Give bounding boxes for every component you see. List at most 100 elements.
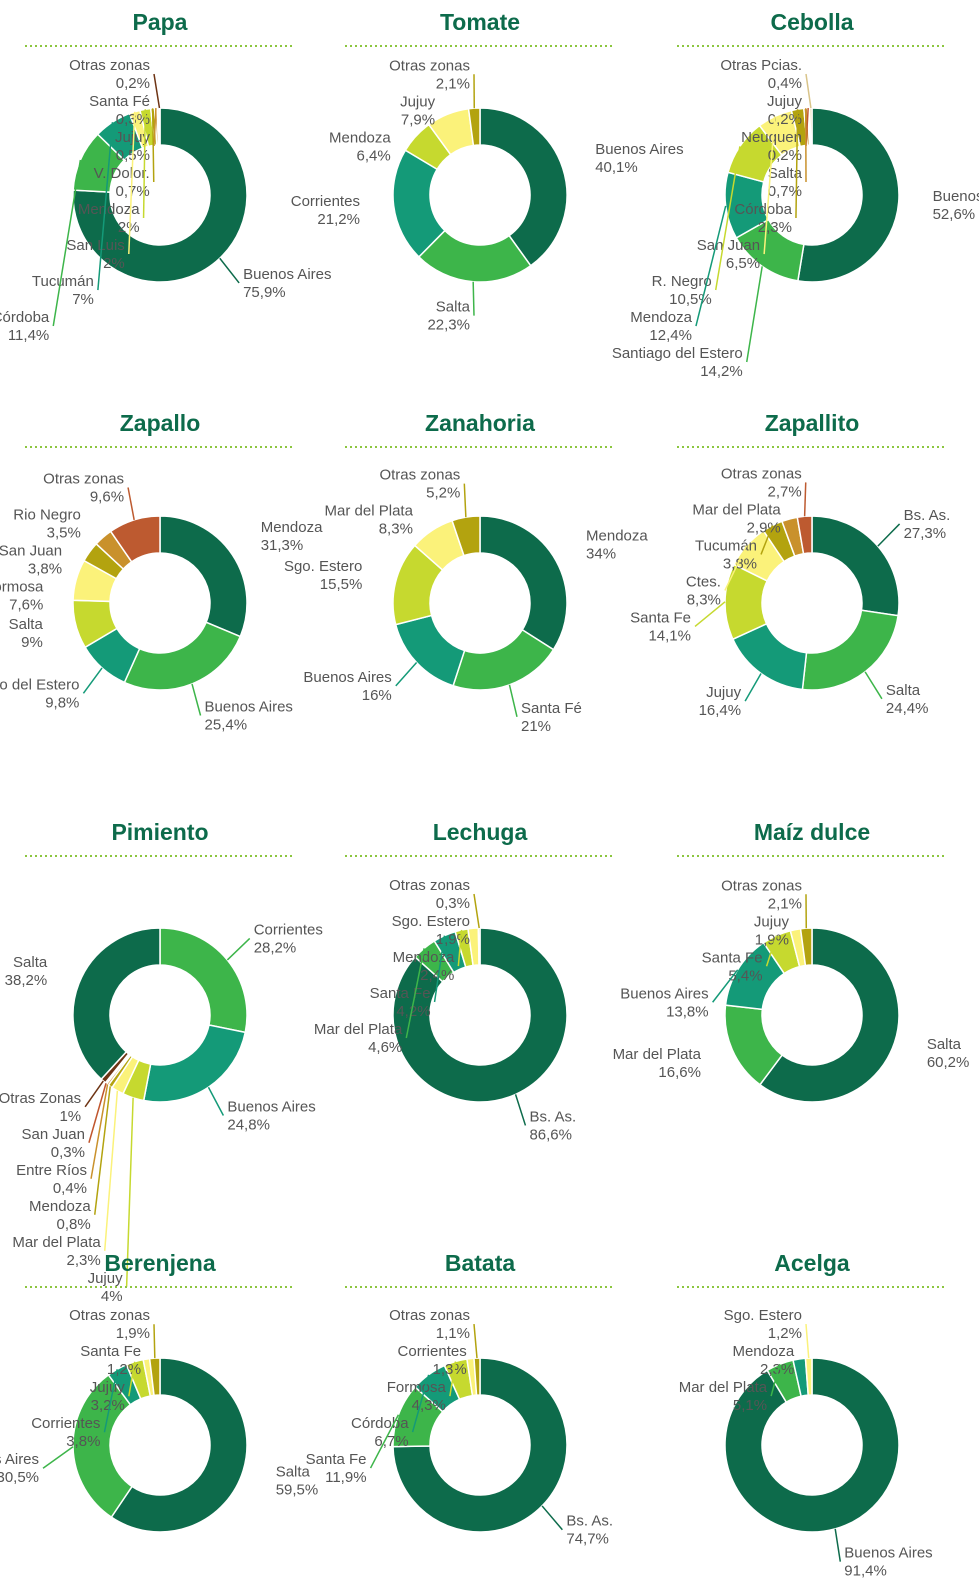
slice-label: Salta 9% [9, 616, 44, 651]
slice [159, 515, 248, 638]
leader-line [90, 1084, 109, 1179]
value-label: 74,7% [566, 1531, 609, 1548]
category-label: Mar del Plata [679, 1379, 768, 1396]
slice [796, 107, 900, 283]
category-label: Córdoba [0, 309, 50, 326]
category-label: Buenos Aires [844, 1545, 932, 1562]
category-label: Salta [13, 954, 48, 971]
leader-line [541, 1505, 563, 1531]
category-label: Mendoza [29, 1198, 91, 1215]
slice-label: Ctes. 8,3% [686, 573, 721, 608]
category-label: Santiago del Estero [612, 345, 743, 362]
leader-line [153, 73, 161, 109]
value-label: 0,7% [768, 183, 802, 200]
slice-label: Neuquen 0,2% [741, 129, 802, 164]
value-label: 8,3% [379, 521, 413, 538]
category-label: Mar del Plata [325, 503, 414, 520]
value-label: 22,3% [427, 317, 470, 334]
value-label: 0,2% [116, 75, 150, 92]
leader-line [508, 684, 518, 718]
slice-label: Bs. As. 74,7% [566, 1513, 613, 1548]
category-label: Formosa [0, 578, 44, 595]
value-label: 0,7% [116, 183, 150, 200]
category-label: Buenos Aires [205, 699, 293, 716]
slice-label: Córdoba11,4% [0, 309, 50, 344]
slice-label: Jujuy 4% [88, 1270, 124, 1305]
slice-label: Otras zonas 2,1% [389, 57, 470, 92]
category-label: Formosa [387, 1379, 447, 1396]
slice-label: Mar del Plata 8,3% [325, 503, 414, 538]
slice [796, 515, 813, 555]
category-label: Córdoba [351, 1415, 409, 1432]
leader-line [88, 1083, 107, 1143]
leader-line [765, 935, 778, 967]
slice [72, 107, 248, 283]
leader-line [714, 146, 741, 291]
value-label: 6,4% [357, 147, 391, 164]
value-label: 11,4% [8, 327, 49, 344]
value-label: 2,3% [760, 1361, 794, 1378]
slice [804, 1357, 813, 1396]
value-label: 25,4% [205, 717, 248, 734]
category-label: Otras zonas [69, 1307, 150, 1324]
slice [148, 1357, 161, 1397]
value-label: 2,7% [768, 483, 802, 500]
slice-label: Buenos Aires 16% [303, 669, 391, 704]
leader-line [128, 111, 136, 255]
category-label: Jujuy [400, 93, 436, 110]
leader-line [191, 683, 202, 716]
slice-label: Buenos Aires 24,8% [227, 1099, 315, 1134]
value-label: 0,4% [768, 75, 802, 92]
chart-title: Tomate [440, 9, 520, 35]
leader-line [153, 108, 157, 147]
slice-label: Salta 38,2% [5, 954, 48, 989]
category-label: Corrientes [398, 1343, 467, 1360]
leader-line [463, 483, 467, 518]
leader-line [103, 1369, 118, 1433]
category-label: Mendoza [586, 528, 648, 545]
slice [724, 1357, 900, 1533]
slice-label: Buenos Aires 40,1% [595, 141, 683, 176]
leader-line [805, 1324, 810, 1359]
slice-label: Otras zonas 0,2% [69, 57, 150, 92]
chart-title: Acelga [774, 1250, 850, 1276]
value-label: 2,9% [747, 519, 781, 536]
category-label: Salta [886, 682, 921, 699]
value-label: 5,1% [733, 1397, 767, 1414]
category-label: Mendoza [78, 201, 140, 218]
slice-label: Otras zonas 2,1% [721, 877, 802, 912]
category-label: Otras zonas [389, 877, 470, 894]
leader-line [712, 969, 739, 1003]
slice [392, 1357, 568, 1533]
slice-label: Salta 59,5% [276, 1463, 319, 1498]
slice-label: Mendoza 31,3% [261, 519, 323, 554]
value-label: 6,7% [374, 1433, 408, 1450]
value-label: 3,8% [66, 1433, 100, 1450]
category-label: San Juan [22, 1126, 85, 1143]
value-label: 1,2% [107, 1361, 141, 1378]
slice-label: Otras zonas 1,9% [69, 1307, 150, 1342]
value-label: 59,5% [276, 1481, 319, 1498]
slice [392, 927, 568, 1103]
leader-line [42, 1446, 74, 1469]
value-label: 11,9% [325, 1469, 366, 1486]
leader-line [805, 73, 812, 109]
value-label: 3,2% [91, 1397, 125, 1414]
leader-line [473, 1324, 478, 1359]
value-label: 1,9% [436, 931, 470, 948]
value-label: 15,5% [320, 576, 363, 593]
category-label: Santa Fe [306, 1451, 367, 1468]
category-label: Santa Fé [89, 93, 150, 110]
category-label: Sgo. Estero [392, 913, 470, 930]
leader-line [82, 667, 103, 694]
slice-label: Corrientes 21,2% [291, 193, 360, 228]
slice-label: Jujuy 3,2% [90, 1379, 126, 1414]
category-label: Mar del Plata [692, 501, 781, 518]
value-label: 0,3% [51, 1144, 85, 1161]
leader-line [514, 1094, 527, 1126]
category-label: Salta [9, 616, 44, 633]
leader-line [803, 482, 807, 517]
slice-label: Buenos Aires52,6% [933, 188, 979, 223]
value-label: 2,4% [420, 967, 454, 984]
